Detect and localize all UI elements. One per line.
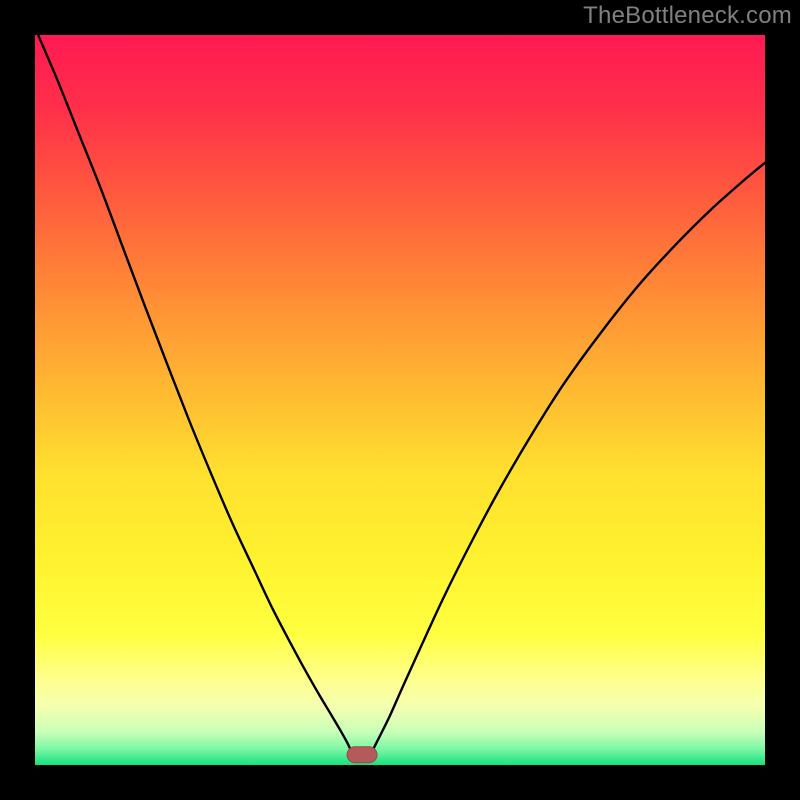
- watermark-text: TheBottleneck.com: [583, 2, 792, 30]
- chart-stage: TheBottleneck.com: [0, 0, 800, 800]
- min-marker: [347, 747, 377, 763]
- chart-svg: [0, 0, 800, 800]
- plot-background: [35, 35, 765, 765]
